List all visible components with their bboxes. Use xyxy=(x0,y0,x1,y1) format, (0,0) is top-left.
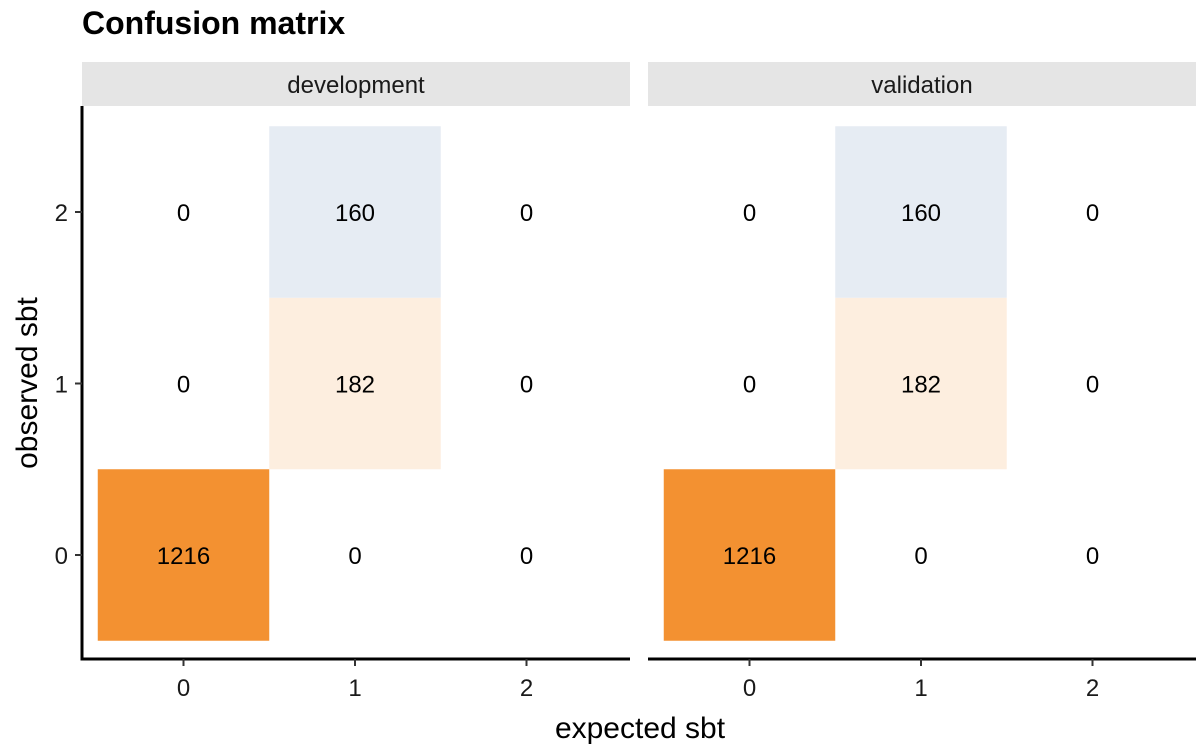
heatmap-cell xyxy=(269,126,441,298)
heatmap-cell xyxy=(835,297,1007,470)
cell-count-label: 1216 xyxy=(723,543,776,570)
heatmap-cell xyxy=(835,126,1007,298)
cell-count-label: 0 xyxy=(1086,372,1099,399)
y-tick-label: 1 xyxy=(55,372,68,399)
x-tick-label: 2 xyxy=(520,675,533,702)
cell-count-label: 0 xyxy=(177,372,190,399)
cell-count-label: 160 xyxy=(901,200,941,227)
cell-count-label: 182 xyxy=(901,372,941,399)
cell-count-label: 0 xyxy=(914,543,927,570)
chart-title: Confusion matrix xyxy=(82,5,345,41)
cell-count-label: 1216 xyxy=(157,543,210,570)
facet-strip-label: validation xyxy=(871,72,972,99)
heatmap-cell xyxy=(663,469,836,641)
x-tick-label: 0 xyxy=(177,675,190,702)
cell-count-label: 0 xyxy=(520,372,533,399)
x-tick-label: 1 xyxy=(348,675,361,702)
heatmap-cell xyxy=(269,297,441,470)
x-tick-label: 0 xyxy=(743,675,756,702)
facet-panel-validation: validation 1216 0 0 0 182 0 0 160 0 0 1 2 xyxy=(648,62,1196,702)
facet-strip xyxy=(82,62,630,106)
cell-count-label: 0 xyxy=(520,543,533,570)
x-axis-title: expected sbt xyxy=(555,712,726,745)
y-axis-title: observed sbt xyxy=(11,296,44,468)
y-tick-label: 2 xyxy=(55,200,68,227)
y-tick-label: 0 xyxy=(55,543,68,570)
cell-count-label: 0 xyxy=(1086,200,1099,227)
facet-panel-development: development 1216 0 0 0 182 0 0 160 0 0 1 2 0 1 2 xyxy=(55,62,630,702)
cell-count-label: 0 xyxy=(520,200,533,227)
cell-count-label: 0 xyxy=(348,543,361,570)
cell-count-label: 0 xyxy=(743,372,756,399)
cell-count-label: 182 xyxy=(335,372,375,399)
x-tick-label: 1 xyxy=(914,675,927,702)
facet-strip-label: development xyxy=(287,72,425,99)
cell-count-label: 160 xyxy=(335,200,375,227)
facet-strip xyxy=(648,62,1196,106)
x-tick-label: 2 xyxy=(1086,675,1099,702)
heatmap-cell xyxy=(97,469,270,641)
cell-count-label: 0 xyxy=(743,200,756,227)
cell-count-label: 0 xyxy=(177,200,190,227)
cell-count-label: 0 xyxy=(1086,543,1099,570)
